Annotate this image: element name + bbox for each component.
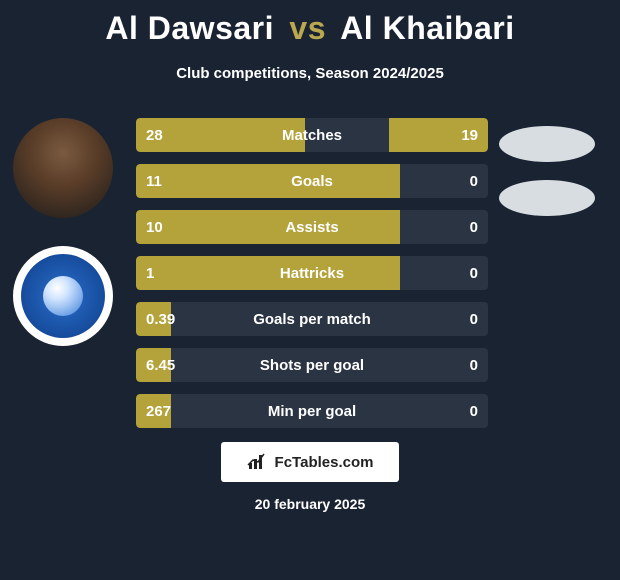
club2-placeholder-oval [499, 180, 595, 216]
subtitle: Club competitions, Season 2024/2025 [0, 65, 620, 82]
brand-suffix: Tables.com [292, 454, 373, 471]
stat-row: 2819Matches [136, 118, 488, 152]
stat-row: 110Goals [136, 164, 488, 198]
right-avatar-column [492, 118, 602, 234]
club-crest-avatar [13, 246, 113, 346]
brand-logo[interactable]: FcTables.com [221, 442, 399, 482]
club-crest-inner [21, 254, 105, 338]
player-avatar [13, 118, 113, 218]
stat-row: 100Assists [136, 210, 488, 244]
left-avatar-column [8, 118, 118, 374]
brand-prefix: Fc [275, 454, 293, 471]
vs-separator: vs [289, 10, 326, 46]
stat-row: 10Hattricks [136, 256, 488, 290]
stat-row: 6.450Shots per goal [136, 348, 488, 382]
stat-label: Shots per goal [136, 357, 488, 374]
stat-label: Min per goal [136, 403, 488, 420]
player1-name: Al Dawsari [105, 10, 274, 46]
chart-icon [247, 453, 269, 471]
stat-label: Matches [136, 127, 488, 144]
ball-icon [43, 276, 83, 316]
stat-row: 2670Min per goal [136, 394, 488, 428]
stat-row: 0.390Goals per match [136, 302, 488, 336]
comparison-title: Al Dawsari vs Al Khaibari [0, 0, 620, 47]
snapshot-date: 20 february 2025 [0, 496, 620, 512]
player2-placeholder-oval [499, 126, 595, 162]
stats-bars-container: 2819Matches 110Goals 100Assists 10Hattricks… [136, 118, 488, 440]
stat-label: Assists [136, 219, 488, 236]
stat-label: Goals [136, 173, 488, 190]
player2-name: Al Khaibari [340, 10, 514, 46]
stat-label: Goals per match [136, 311, 488, 328]
stat-label: Hattricks [136, 265, 488, 282]
